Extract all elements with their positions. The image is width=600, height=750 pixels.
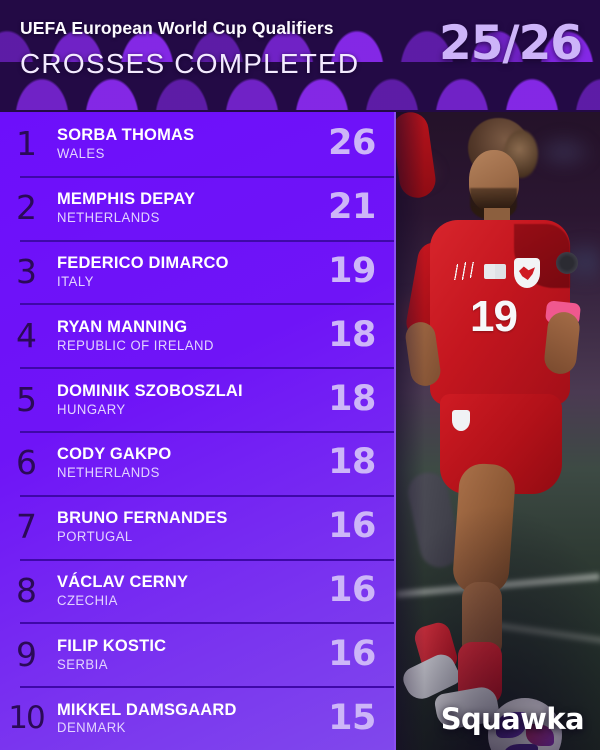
leaderboard-row[interactable]: 7 BRUNO FERNANDES PORTUGAL 16 [0,494,396,559]
row-rank: 5 [16,379,37,419]
header-pattern-scale [40,62,114,112]
player-name: CODY GAKPO [57,444,172,464]
row-info: CODY GAKPO NETHERLANDS [52,445,314,480]
leaderboard-row[interactable]: 10 MIKKEL DAMSGAARD DENMARK 15 [0,686,396,750]
leaderboard-row[interactable]: 3 FEDERICO DIMARCO ITALY 19 [0,239,396,304]
header: UEFA European World Cup Qualifiers CROSS… [0,0,600,112]
row-rank: 3 [16,251,37,291]
header-titles: UEFA European World Cup Qualifiers CROSS… [20,18,359,80]
row-info: RYAN MANNING REPUBLIC OF IRELAND [52,318,314,353]
row-info: MIKKEL DAMSGAARD DENMARK [52,699,314,736]
row-rank: 8 [16,570,37,610]
player-country: NETHERLANDS [57,210,160,226]
header-pattern-scale [460,62,534,112]
leaderboard-row[interactable]: 4 RYAN MANNING REPUBLIC OF IRELAND 18 [0,303,396,367]
competition-title: UEFA European World Cup Qualifiers [20,18,334,38]
row-rank: 7 [16,507,37,547]
leaderboard-row[interactable]: 5 DOMINIK SZOBOSZLAI HUNGARY 18 [0,367,396,431]
player-name: SORBA THOMAS [57,125,195,145]
row-value: 19 [328,250,376,291]
player-country: NETHERLANDS [57,465,160,481]
player-name: BRUNO FERNANDES [57,508,228,528]
row-value: 26 [328,123,376,164]
player-country: REPUBLIC OF IRELAND [57,337,214,353]
row-info: MEMPHIS DEPAY NETHERLANDS [52,190,314,225]
row-info: DOMINIK SZOBOSZLAI HUNGARY [52,380,314,417]
row-value: 18 [328,442,376,483]
player-country: CZECHIA [57,592,118,608]
player-name: VÁCLAV CERNY [57,572,189,592]
row-info: VÁCLAV CERNY CZECHIA [52,573,314,608]
header-pattern [0,0,600,112]
player-country: PORTUGAL [57,529,133,545]
player-country: ITALY [57,273,94,289]
row-value: 18 [328,314,376,355]
row-value: 16 [328,569,376,610]
row-value: 18 [328,378,376,419]
leaderboard-row[interactable]: 8 VÁCLAV CERNY CZECHIA 16 [0,558,396,623]
row-value: 21 [328,187,376,228]
player-photo: 19 Squawka [396,112,600,750]
row-value: 15 [328,697,376,738]
panel-divider [394,112,397,750]
player-name: MIKKEL DAMSGAARD [57,699,237,719]
row-value: 16 [328,633,376,674]
header-pattern-scale [390,62,464,112]
player-country: DENMARK [57,720,126,736]
leaderboard-row[interactable]: 6 CODY GAKPO NETHERLANDS 18 [0,430,396,495]
header-pattern-scale [320,62,394,112]
page-title: CROSSES COMPLETED [20,48,360,79]
player-name: FEDERICO DIMARCO [57,253,229,273]
player-country: HUNGARY [57,401,126,417]
row-rank: 9 [16,634,37,674]
row-rank: 10 [8,699,45,736]
row-info: FEDERICO DIMARCO ITALY [52,254,314,289]
row-rank: 6 [16,443,37,483]
squawka-logo: Squawka [440,702,585,736]
row-info: FILIP KOSTIC SERBIA [52,635,314,672]
photo-vignette [396,112,600,750]
header-pattern-scale [0,62,44,112]
player-name: FILIP KOSTIC [57,635,167,655]
season-label: 25/26 [439,16,583,71]
leaderboard-row[interactable]: 9 FILIP KOSTIC SERBIA 16 [0,622,396,686]
player-name: DOMINIK SZOBOSZLAI [57,380,243,400]
player-name: RYAN MANNING [57,316,188,336]
row-info: BRUNO FERNANDES PORTUGAL [52,509,314,544]
player-country: WALES [57,146,105,162]
header-pattern-scale [180,62,254,112]
ranking-list: 1 SORBA THOMAS WALES 26 2 MEMPHIS DEPAY NETHER… [0,112,396,750]
leaderboard-row[interactable]: 2 MEMPHIS DEPAY NETHERLANDS 21 [0,175,396,240]
row-info: SORBA THOMAS WALES [52,126,314,161]
row-value: 16 [328,506,376,547]
header-pattern-scale [110,62,184,112]
header-pattern-scale [250,62,324,112]
header-pattern-scale [530,62,600,112]
row-rank: 1 [16,124,37,164]
row-rank: 4 [16,315,37,355]
row-rank: 2 [16,188,37,228]
player-name: MEMPHIS DEPAY [57,189,196,209]
leaderboard-row[interactable]: 1 SORBA THOMAS WALES 26 [0,112,396,176]
player-country: SERBIA [57,656,108,672]
